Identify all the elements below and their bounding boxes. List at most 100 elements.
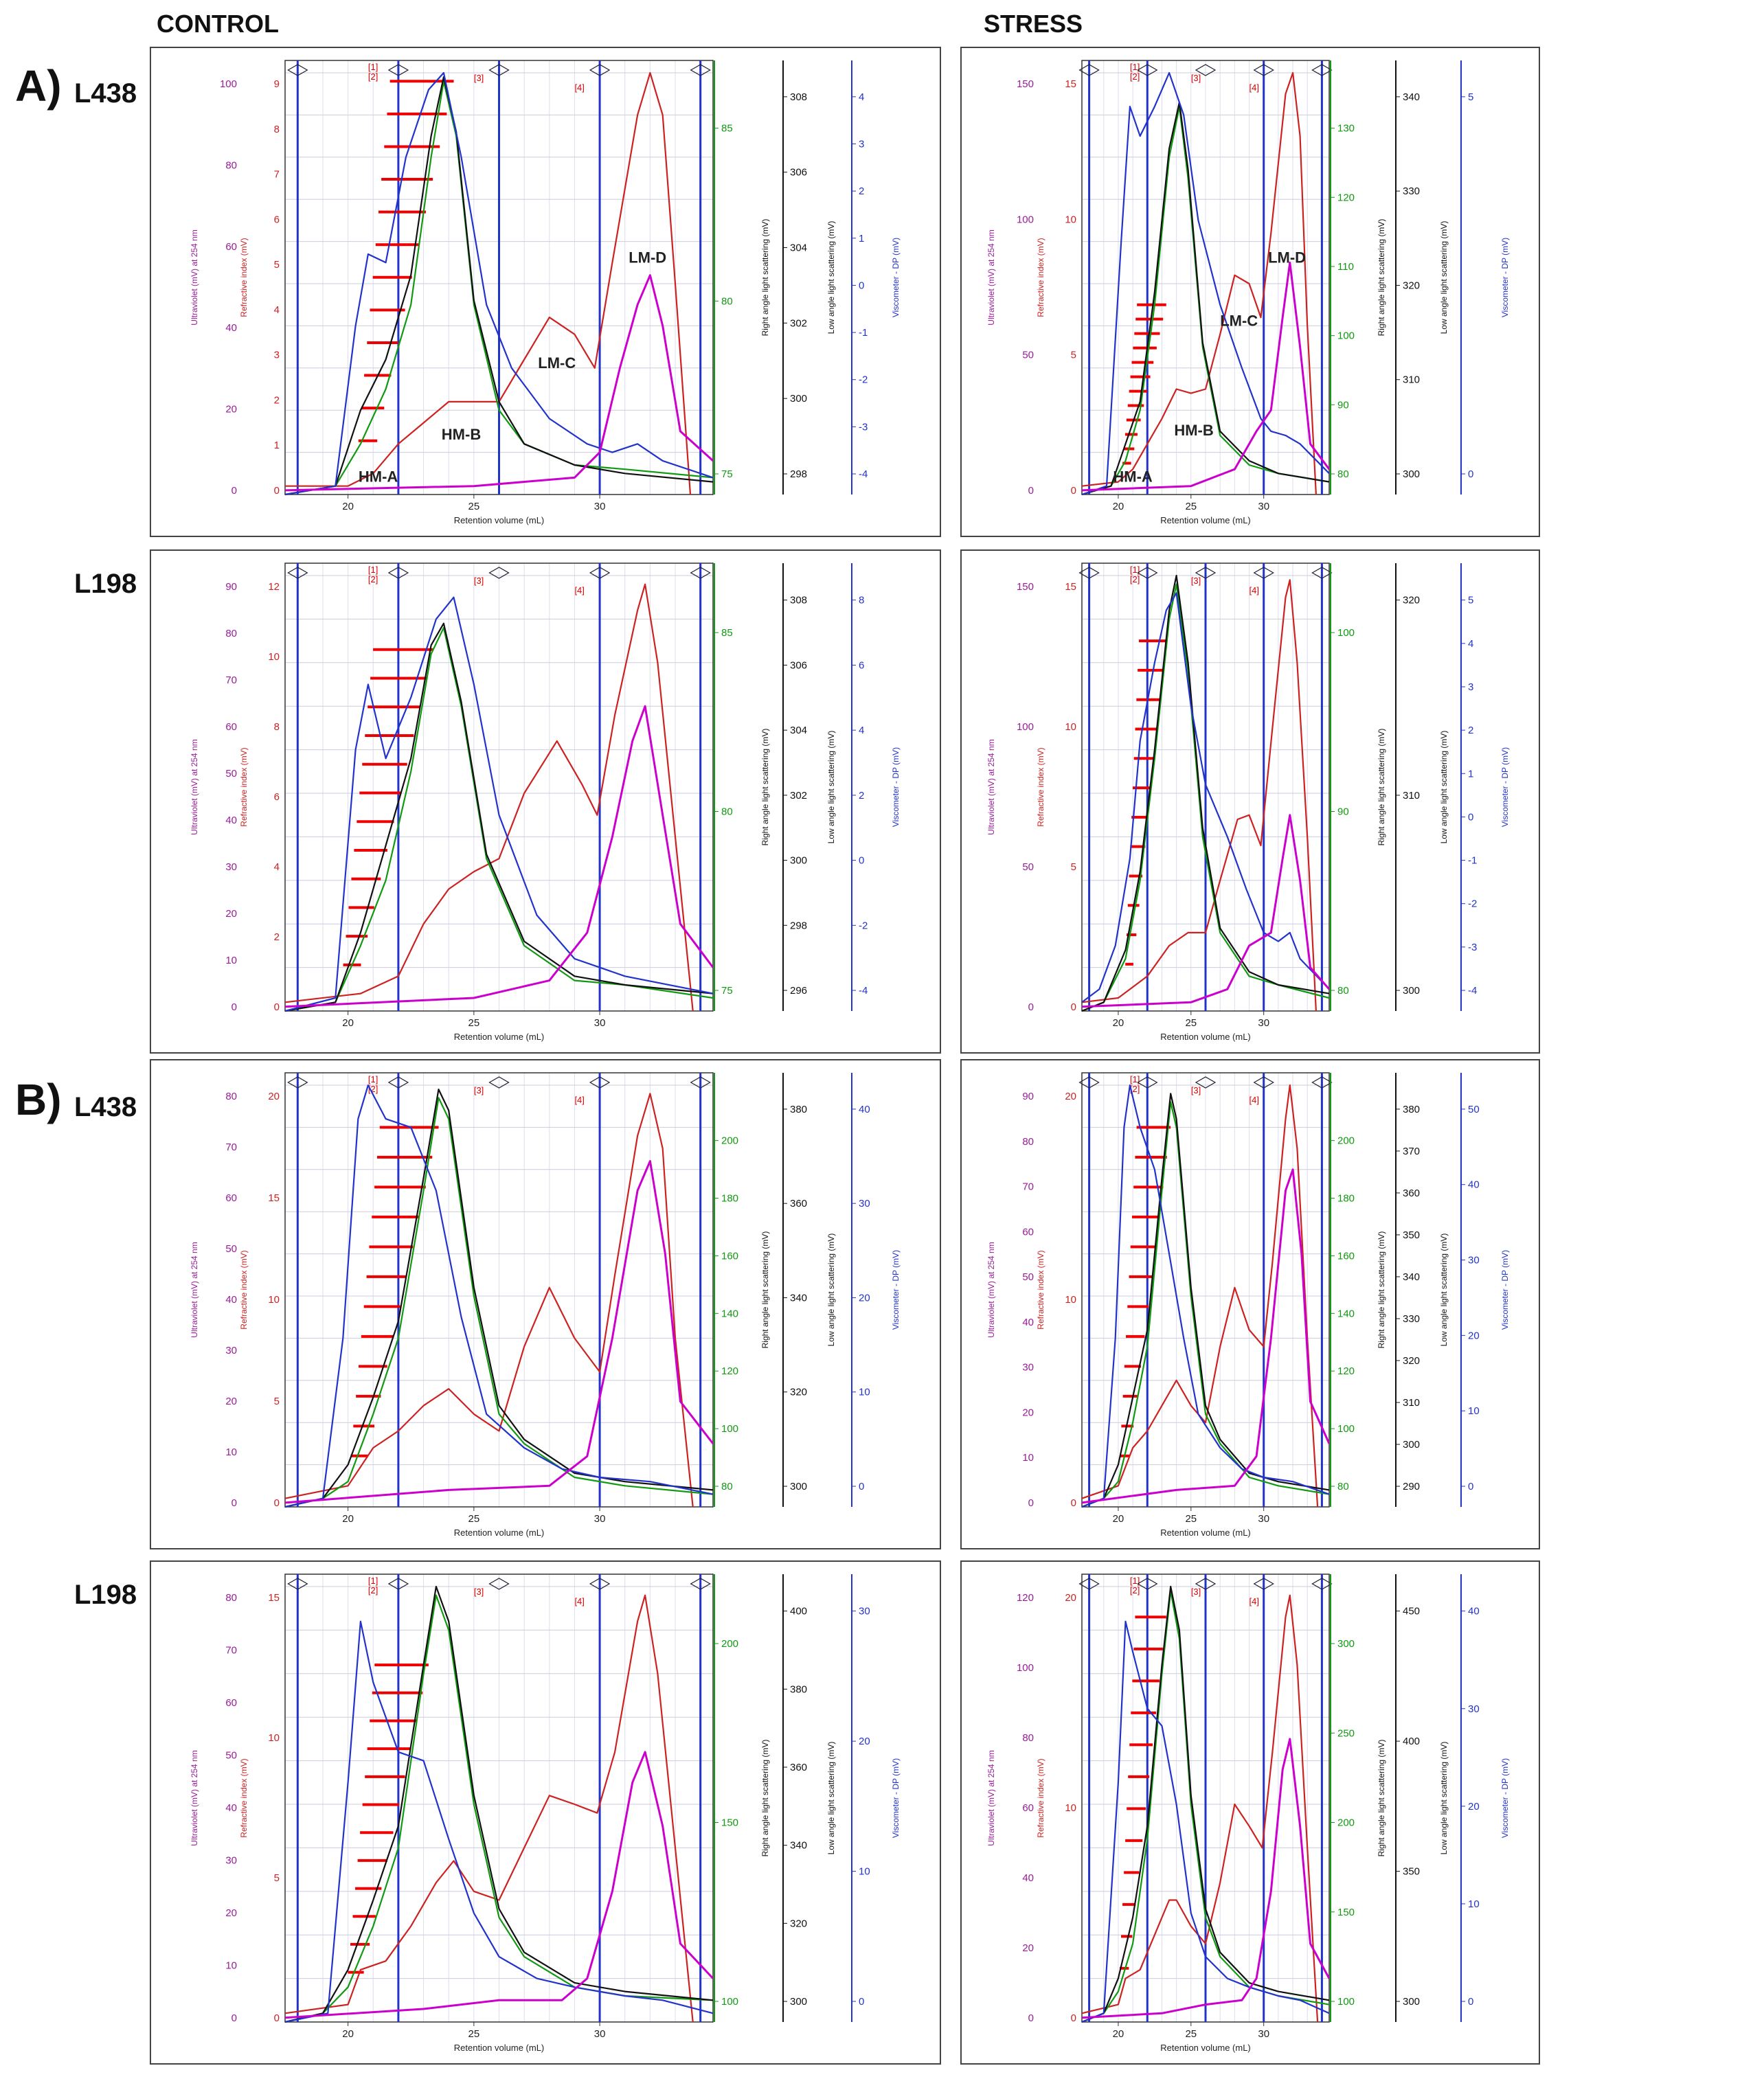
marker-diamond-icon [690,567,711,579]
visc-axis: 0 10 20 30 40 [851,1073,870,1507]
uv-axis-tick: 0 [1028,1497,1034,1509]
rals-axis-tick: 80 [1337,985,1349,997]
rals-axis-tick: 100 [1337,330,1355,342]
uv-axis-tick: 60 [1022,1802,1034,1814]
lals-axis-tick: 320 [1403,1355,1420,1367]
uv-axis-tick: 60 [225,721,237,733]
marker-label-4: [4] [1250,585,1259,595]
marker-diamond-icon [287,567,308,579]
x-tick-label: 30 [594,1017,606,1029]
series-line-visc [1081,592,1330,1003]
ri-axis-tick: 2 [274,394,280,406]
marker-diamond-icon [1078,567,1100,579]
series-line-uv [1081,261,1331,492]
uv-axis: 0 10 20 30 40 50 60 70 80 90 [225,581,237,1013]
chart-panel-a-l438-control: [1] [2] [3] [4] 0 20 40 60 80 100 0 1 2 3 4 5 6 7 8 9 Ultrav… [150,47,941,537]
rals-axis: 80 100 120 140 160 180 200 [714,1073,738,1507]
ri-axis-tick: 0 [1071,1497,1076,1509]
ri-axis-label: Refractive index (mV) [1036,1758,1045,1837]
visc-axis-tick: 0 [1468,1481,1473,1492]
lals-axis-tick: 340 [790,1292,807,1304]
series-line-rals [284,627,714,1012]
series-line-uv [284,1160,714,1504]
column-header-control: CONTROL [157,10,279,38]
lals-axis-tick: 304 [790,242,807,254]
lals-axis-label: Low angle light scattering (mV) [826,221,836,334]
uv-axis-tick: 40 [225,1294,237,1306]
series-line-lals [284,1585,714,2023]
marker-diamond-icon [1137,1578,1158,1590]
lals-axis-tick: 300 [790,855,807,867]
lals-axis-tick: 302 [790,790,807,802]
rals-axis-tick: 120 [1337,1365,1355,1377]
rals-axis-tick: 110 [1337,261,1354,273]
visc-axis-tick: 4 [859,91,864,103]
ri-axis-label: Refractive index (mV) [1036,238,1045,317]
lals-axis-tick: 360 [790,1198,807,1209]
lals-axis-tick: 380 [790,1104,807,1115]
marker-diamond-icon [1253,1578,1274,1590]
series-line-visc [284,1084,714,1508]
lals-axis-tick: 340 [790,1840,807,1852]
ri-axis-tick: 9 [274,78,280,90]
uv-axis-tick: 80 [225,159,237,171]
marker-diamond-icon [1137,64,1158,76]
x-axis-label: Retention volume (mL) [1160,1527,1251,1538]
visc-axis: -4 -3 -2 -1 0 1 2 3 4 [851,60,868,495]
rals-axis-tick: 130 [1337,123,1355,135]
marker-label-1: [1] [1130,62,1140,72]
visc-axis-tick: 1 [859,233,864,245]
series-line-ri [1081,579,1317,1012]
lals-axis: 298 300 302 304 306 308 [782,60,807,495]
visc-axis-tick: 5 [1468,91,1473,103]
visc-axis-tick: 0 [859,855,864,867]
series-line-visc [284,71,714,496]
marker-label-4: [4] [574,1596,584,1606]
marker-label-4: [4] [1250,82,1259,93]
series-line-lals [1081,1093,1330,1508]
ri-axis: 0 5 10 15 [1065,581,1076,1013]
rals-axis-tick: 80 [721,1481,733,1492]
lals-axis-tick: 306 [790,167,807,179]
section-label-b: B) [15,1075,62,1124]
x-tick-label: 20 [1113,1513,1124,1525]
rals-axis-tick: 180 [1337,1193,1355,1205]
ri-axis-tick: 10 [268,651,280,663]
x-tick-label: 20 [342,501,354,512]
x-tick-label: 30 [1258,501,1269,512]
lals-axis-tick: 290 [1403,1481,1420,1492]
uv-axis-tick: 10 [225,955,237,966]
peak-annotation: HM-A [359,468,398,486]
visc-axis-tick: 20 [1468,1801,1480,1813]
visc-axis-tick: 30 [859,1606,870,1617]
chart-panel-a-l438-stress: [1] [2] [3] [4] 0 50 100 150 0 5 10 15 Ultraviolet (… [960,47,1540,537]
uv-axis-tick: 80 [225,1091,237,1102]
series-line-visc [1081,71,1330,496]
ri-axis: 0 10 20 [1065,1091,1076,1509]
lals-axis-tick: 306 [790,659,807,671]
rals-axis-tick: 90 [1337,806,1349,818]
x-tick-label: 30 [594,1513,606,1525]
series-line-visc [1081,1620,1330,2023]
rals-axis-tick: 80 [1337,468,1349,480]
uv-axis-tick: 40 [225,815,237,826]
ri-axis-tick: 10 [1065,721,1076,733]
marker-diamond-icon [690,64,711,76]
column-header-stress: STRESS [984,10,1083,38]
marker-diamond-icon [589,567,611,579]
hatch-region [350,1126,439,1457]
marker-diamond-icon [1078,1076,1100,1089]
marker-diamond-icon [488,567,510,579]
plot-frame [284,563,714,1012]
series-line-uv [284,705,714,1008]
marker-diamond-icon [1078,1578,1100,1590]
marker-label-2: [2] [1130,1084,1140,1094]
series-line-ri [1081,1084,1319,1508]
ri-axis-tick: 15 [268,1592,280,1604]
ri-axis-label: Refractive index (mV) [239,238,249,317]
visc-axis-tick: -1 [1468,855,1477,867]
visc-axis-label: Viscometer - DP (mV) [891,1758,901,1838]
ri-axis-tick: 6 [274,214,280,225]
marker-diamond-icon [387,1076,409,1089]
